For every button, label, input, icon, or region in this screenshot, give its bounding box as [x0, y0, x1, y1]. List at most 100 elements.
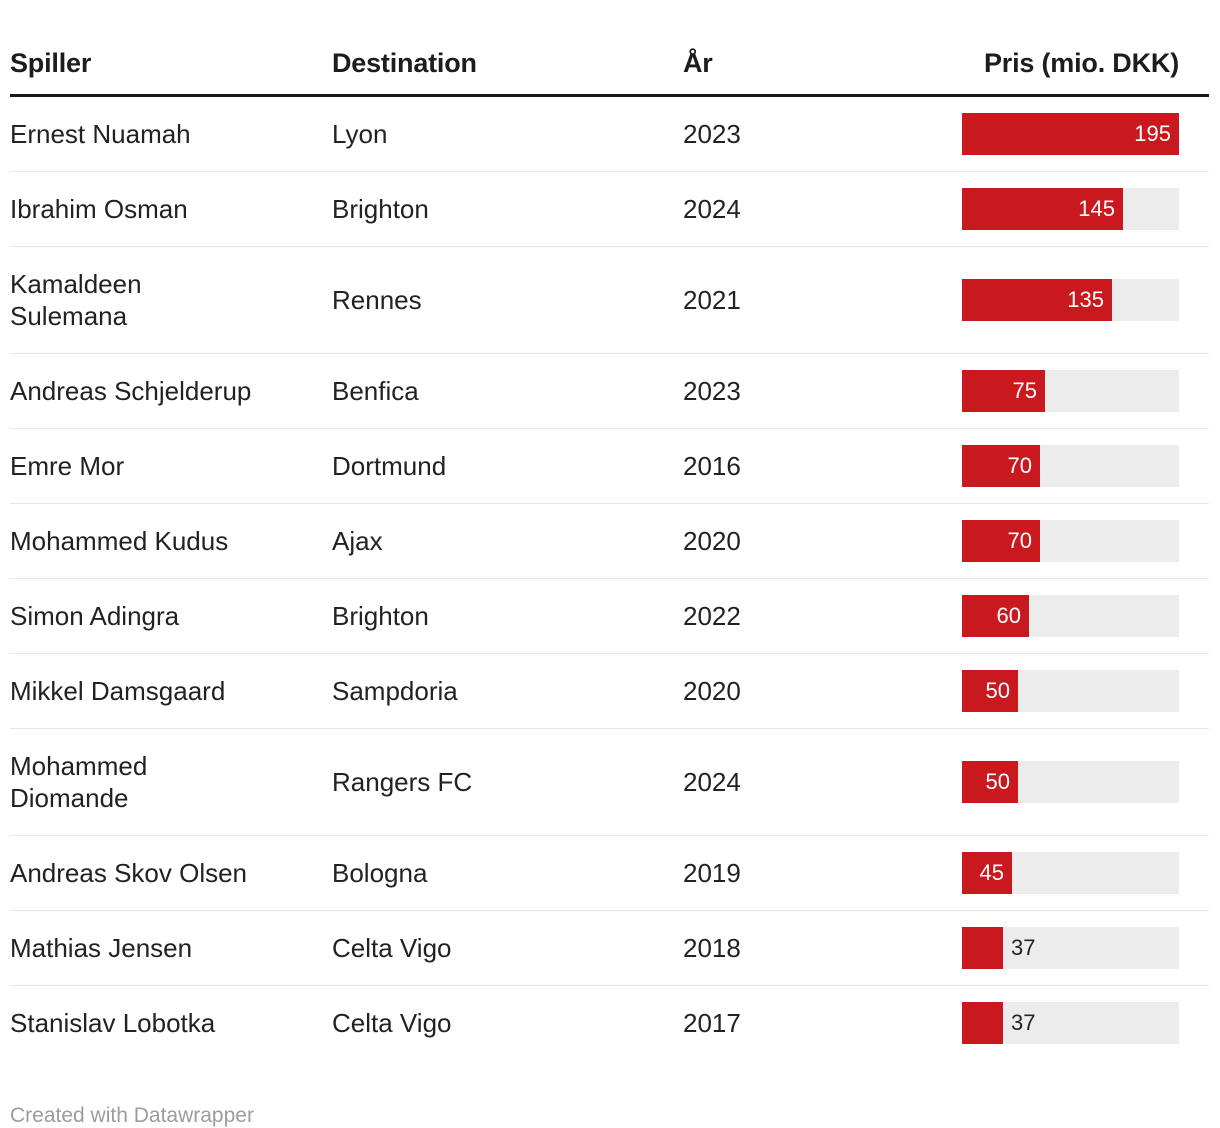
price-bar [962, 670, 1018, 712]
price-bar-cell: 75 [962, 370, 1179, 412]
player-name: Mohammed Kudus [10, 526, 229, 556]
year: 2020 [683, 676, 741, 706]
destination: Rennes [332, 285, 422, 315]
price-bar-cell: 145 [962, 188, 1179, 230]
player-name: Andreas Schjelderup [10, 376, 252, 406]
price-value: 45 [979, 860, 1004, 885]
player-name: Simon Adingra [10, 601, 180, 631]
year: 2023 [683, 119, 741, 149]
year: 2019 [683, 858, 741, 888]
destination: Sampdoria [332, 676, 458, 706]
table-row: Stanislav Lobotka Celta Vigo 2017 37 [10, 985, 1209, 1060]
player-name: Mikkel Damsgaard [10, 676, 226, 706]
price-bar [962, 113, 1179, 155]
transfer-table: Spiller Destination År Pris (mio. DKK) E… [10, 0, 1209, 1060]
price-bar [962, 1002, 1003, 1044]
table-row: Mikkel Damsgaard Sampdoria 2020 50 [10, 653, 1209, 728]
price-bar [962, 852, 1012, 894]
price-bar [962, 279, 1112, 321]
price-bar-cell: 70 [962, 445, 1179, 487]
price-bar-cell: 50 [962, 670, 1179, 712]
destination: Bologna [332, 858, 428, 888]
price-bar-cell: 70 [962, 520, 1179, 562]
player-name: Kamaldeen Sulemana [10, 269, 142, 331]
price-bar-track: 195 [962, 113, 1179, 155]
price-bar-track: 45 [962, 852, 1179, 894]
datawrapper-attribution: Created with Datawrapper [10, 1104, 254, 1127]
price-bar [962, 370, 1045, 412]
year: 2017 [683, 1008, 741, 1038]
price-value: 37 [1011, 935, 1036, 960]
price-bar [962, 927, 1003, 969]
player-name: Mathias Jensen [10, 933, 193, 963]
price-bar-cell: 135 [962, 279, 1179, 321]
price-value: 70 [1007, 453, 1032, 478]
price-bar [962, 761, 1018, 803]
table-row: Andreas Skov Olsen Bologna 2019 45 [10, 835, 1209, 910]
price-value: 75 [1012, 378, 1037, 403]
destination: Dortmund [332, 451, 447, 481]
price-value: 195 [1134, 121, 1171, 146]
column-header-destination: Destination [332, 48, 477, 78]
destination: Lyon [332, 119, 388, 149]
table-row: Ibrahim Osman Brighton 2024 145 [10, 171, 1209, 246]
price-bar-track: 70 [962, 445, 1179, 487]
price-bar [962, 520, 1040, 562]
price-bar [962, 188, 1123, 230]
year: 2024 [683, 194, 741, 224]
price-bar-cell: 37 [962, 1002, 1179, 1044]
table-row: Ernest Nuamah Lyon 2023 195 [10, 97, 1209, 171]
table-header: Spiller Destination År Pris (mio. DKK) [10, 0, 1209, 97]
year: 2023 [683, 376, 741, 406]
price-bar-cell: 37 [962, 927, 1179, 969]
table-body: Ernest Nuamah Lyon 2023 195 Ibrahim Osma… [10, 97, 1209, 1060]
year: 2018 [683, 933, 741, 963]
column-header-spiller: Spiller [10, 48, 92, 78]
price-bar [962, 595, 1029, 637]
price-bar-track: 70 [962, 520, 1179, 562]
price-value: 37 [1011, 1010, 1036, 1035]
price-bar-track: 60 [962, 595, 1179, 637]
year: 2024 [683, 767, 741, 797]
price-value: 145 [1078, 196, 1115, 221]
column-header-pris: Pris (mio. DKK) [983, 48, 1179, 78]
price-bar-track: 50 [962, 761, 1179, 803]
price-bar-cell: 195 [962, 113, 1179, 155]
destination: Rangers FC [332, 767, 473, 797]
table-row: Simon Adingra Brighton 2022 60 [10, 578, 1209, 653]
destination: Benfica [332, 376, 419, 406]
year: 2020 [683, 526, 741, 556]
year: 2016 [683, 451, 741, 481]
player-name: Ibrahim Osman [10, 194, 188, 224]
destination: Brighton [332, 194, 429, 224]
price-value: 50 [985, 678, 1010, 703]
player-name: Emre Mor [10, 451, 125, 481]
price-value: 50 [985, 769, 1010, 794]
price-bar-track: 50 [962, 670, 1179, 712]
price-value: 60 [996, 603, 1021, 628]
price-bar-track: 37 [962, 1002, 1179, 1044]
price-bar [962, 445, 1040, 487]
price-bar-track: 135 [962, 279, 1179, 321]
destination: Celta Vigo [332, 1008, 452, 1038]
table-row: Kamaldeen Sulemana Rennes 2021 135 [10, 246, 1209, 353]
table-row: Mohammed Diomande Rangers FC 2024 50 [10, 728, 1209, 835]
table-row: Mohammed Kudus Ajax 2020 70 [10, 503, 1209, 578]
price-bar-track: 37 [962, 927, 1179, 969]
column-header-ar: År [683, 48, 713, 78]
price-bar-track: 75 [962, 370, 1179, 412]
player-name: Ernest Nuamah [10, 119, 191, 149]
price-bar-cell: 50 [962, 761, 1179, 803]
player-name: Mohammed Diomande [10, 751, 148, 813]
price-value: 135 [1067, 287, 1104, 312]
price-value: 70 [1007, 528, 1032, 553]
player-name: Stanislav Lobotka [10, 1008, 216, 1038]
year: 2021 [683, 285, 741, 315]
destination: Celta Vigo [332, 933, 452, 963]
destination: Ajax [332, 526, 383, 556]
price-bar-track: 145 [962, 188, 1179, 230]
table-row: Emre Mor Dortmund 2016 70 [10, 428, 1209, 503]
price-bar-cell: 45 [962, 852, 1179, 894]
player-name: Andreas Skov Olsen [10, 858, 248, 888]
table-row: Mathias Jensen Celta Vigo 2018 37 [10, 910, 1209, 985]
